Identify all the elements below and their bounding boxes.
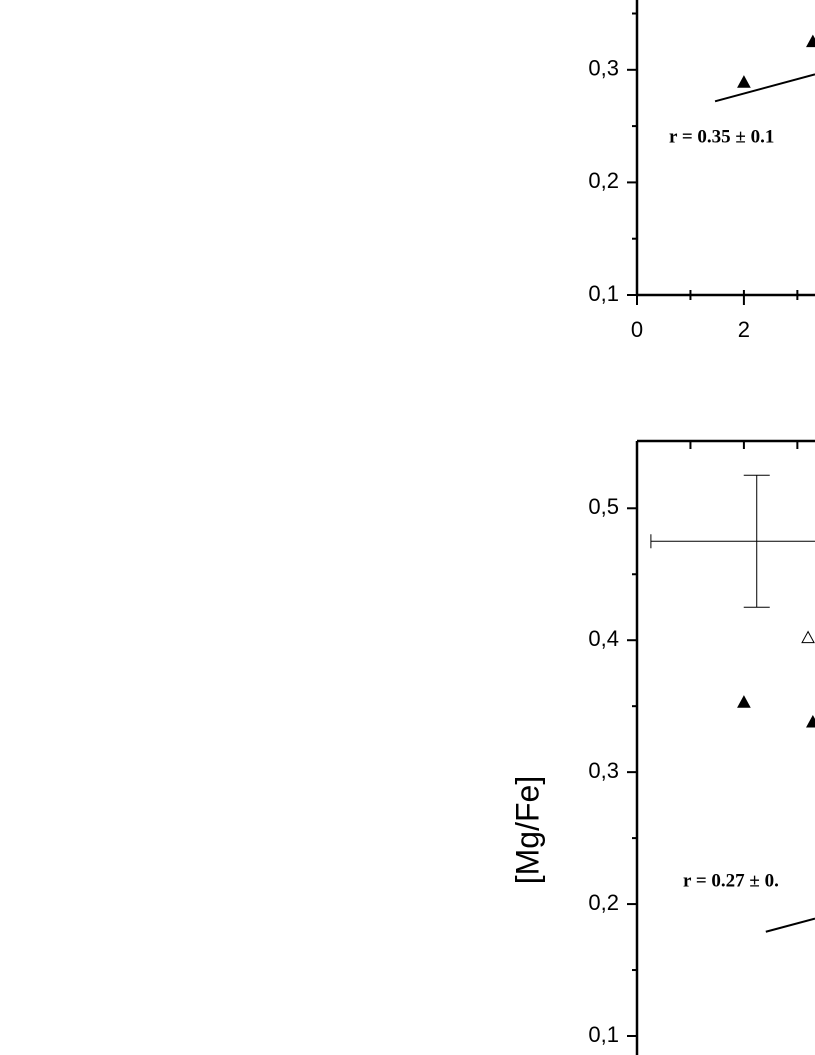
annotation: r = 0.27 ± 0. [683, 870, 779, 891]
y-tick-label: 0,2 [588, 168, 619, 193]
x-tick-label: 2 [738, 317, 750, 342]
y-tick-label: 0,1 [588, 1022, 619, 1047]
y-tick-label: 0,4 [588, 626, 619, 651]
y-tick-label: 0,1 [588, 281, 619, 306]
y-tick-label: 0,3 [588, 56, 619, 81]
triangle-point [737, 695, 751, 708]
y-tick-label: 0,3 [588, 758, 619, 783]
annotation: r = 0.35 ± 0.1 [669, 126, 774, 147]
y-tick-label: 0,5 [588, 494, 619, 519]
fit-line [765, 917, 815, 933]
x-tick-label: 0 [631, 317, 643, 342]
triangle-point [806, 714, 815, 728]
fit-line [714, 73, 815, 103]
y-axis-title: [Mg/Fe] [509, 776, 545, 884]
triangle-point [801, 630, 815, 644]
triangle-point [737, 75, 751, 88]
triangle-point [806, 34, 815, 48]
y-tick-label: 0,2 [588, 890, 619, 915]
